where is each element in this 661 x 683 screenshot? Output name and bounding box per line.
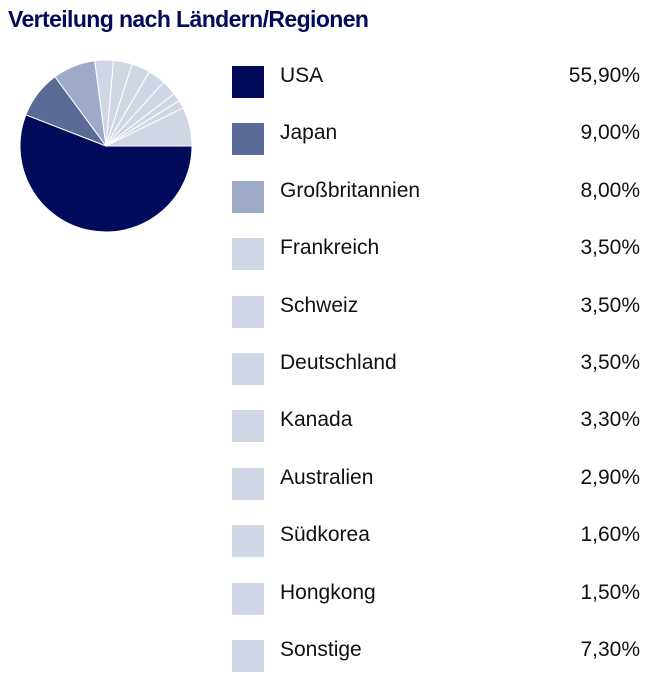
legend-item: Australien 2,90% (232, 454, 640, 511)
legend-swatch (232, 582, 264, 615)
legend-label: USA (280, 64, 324, 87)
legend-swatch (232, 238, 264, 271)
legend-swatch (232, 180, 264, 213)
legend-item: Kanada 3,30% (232, 396, 640, 453)
legend-swatch (232, 352, 264, 385)
legend-value: 2,90% (580, 465, 640, 489)
legend-label: Großbritannien (280, 178, 421, 202)
legend-item: Großbritannien 8,00% (232, 167, 640, 224)
legend-value: 8,00% (580, 178, 640, 202)
legend-label: Japan (280, 121, 338, 145)
chart-title: Verteilung nach Ländern/Regionen (8, 6, 369, 32)
legend-swatch (232, 639, 264, 672)
legend-label: Sonstige (280, 637, 362, 661)
legend-value: 3,50% (580, 350, 640, 374)
legend-label: Frankreich (280, 236, 380, 260)
legend-swatch (232, 123, 264, 156)
legend-item: USA 55,90% (232, 52, 640, 109)
legend-item: Frankreich 3,50% (232, 224, 640, 281)
legend-item: Schweiz 3,50% (232, 282, 640, 339)
pie-chart (19, 59, 193, 233)
legend-label: Australien (280, 465, 374, 489)
legend-value: 3,30% (580, 408, 640, 432)
legend-swatch (232, 525, 264, 558)
legend-value: 7,30% (580, 637, 640, 661)
legend-item: Deutschland 3,50% (232, 339, 640, 396)
legend-swatch (232, 467, 264, 500)
legend-item: Sonstige 7,30% (232, 626, 640, 683)
legend-value: 55,90% (568, 64, 640, 87)
legend-swatch (232, 410, 264, 443)
legend-value: 1,60% (580, 523, 640, 547)
pie-slice (19, 114, 193, 233)
legend-value: 3,50% (580, 236, 640, 260)
legend-value: 9,00% (580, 121, 640, 145)
legend-label: Schweiz (280, 293, 359, 317)
pie-slice (105, 107, 193, 147)
legend-value: 3,50% (580, 293, 640, 317)
legend-item: Südkorea 1,60% (232, 511, 640, 568)
legend-label: Deutschland (280, 350, 397, 374)
legend-swatch (232, 66, 264, 98)
legend-value: 1,50% (580, 580, 640, 604)
chart-legend: USA 55,90% Japan 9,00% Großbritannien 8,00% Fr… (232, 52, 640, 683)
legend-swatch (232, 295, 264, 328)
legend-label: Hongkong (280, 580, 376, 604)
legend-item: Hongkong 1,50% (232, 569, 640, 626)
legend-label: Kanada (280, 408, 353, 432)
legend-label: Südkorea (280, 523, 370, 547)
legend-item: Japan 9,00% (232, 109, 640, 166)
